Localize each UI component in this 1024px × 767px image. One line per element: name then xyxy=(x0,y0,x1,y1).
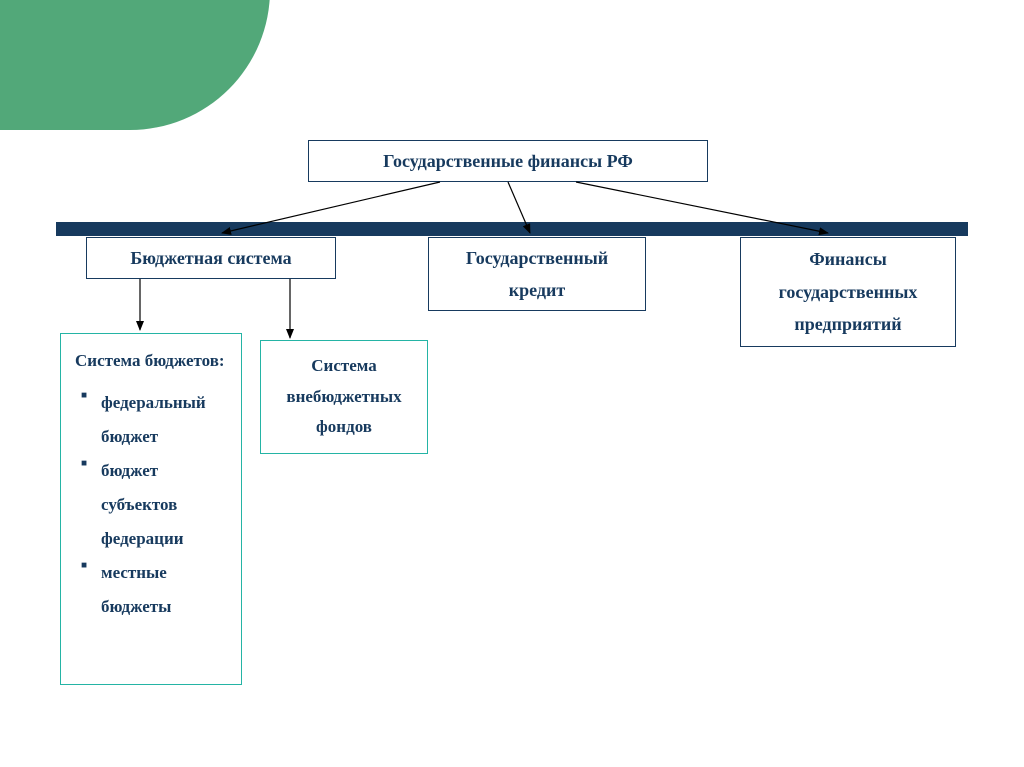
node-enterprise-finance: Финансы государственных предприятий xyxy=(740,237,956,347)
bullet-item: местные бюджеты xyxy=(101,556,227,624)
root-label: Государственные финансы РФ xyxy=(383,145,633,177)
horizontal-bar xyxy=(56,222,968,236)
bullet-item: бюджет субъектов федерации xyxy=(101,454,227,556)
node-label-line1: Государственный xyxy=(466,242,608,274)
subsystem-title: Система бюджетов: xyxy=(75,344,225,378)
node-state-credit: Государственный кредит xyxy=(428,237,646,311)
node-label: Бюджетная система xyxy=(130,242,291,274)
node-budget-subsystem: Система бюджетов: федеральный бюджет бюд… xyxy=(60,333,242,685)
node-label-line2: кредит xyxy=(509,274,565,306)
diagram-canvas: Государственные финансы РФ Бюджетная сис… xyxy=(0,0,1024,767)
node-label-line1: Финансы xyxy=(809,243,887,275)
node-label-line3: предприятий xyxy=(794,308,901,340)
bullet-item: федеральный бюджет xyxy=(101,386,227,454)
node-label-line3: фондов xyxy=(316,412,372,443)
corner-decoration xyxy=(0,0,270,130)
node-label-line2: внебюджетных xyxy=(286,382,401,413)
bullet-list: федеральный бюджет бюджет субъектов феде… xyxy=(75,386,227,624)
node-offbudget-funds: Система внебюджетных фондов xyxy=(260,340,428,454)
subsystem-title-text: Система бюджетов: xyxy=(75,351,225,370)
node-label-line1: Система xyxy=(311,351,376,382)
node-budget-system: Бюджетная система xyxy=(86,237,336,279)
node-label-line2: государственных xyxy=(779,276,918,308)
root-node: Государственные финансы РФ xyxy=(308,140,708,182)
